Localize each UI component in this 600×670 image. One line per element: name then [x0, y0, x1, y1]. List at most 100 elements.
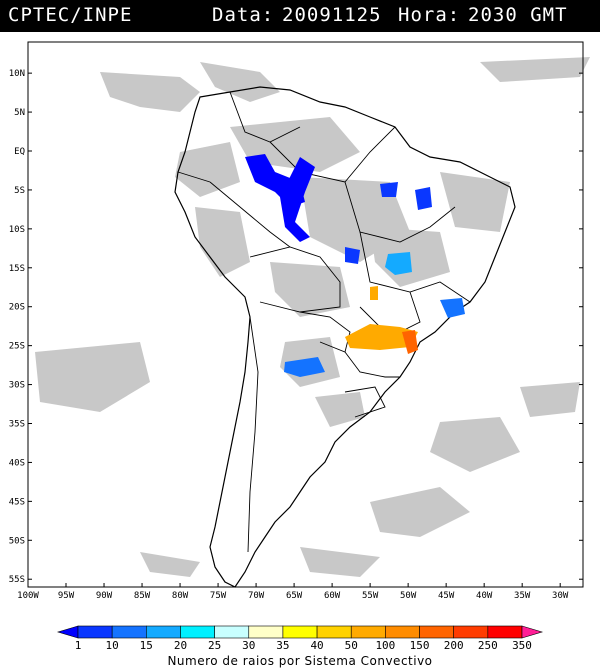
cloud-bolivia — [270, 262, 350, 317]
border-ecuador — [177, 171, 211, 183]
colorbar-label: 350 — [512, 639, 532, 652]
border-paraguay — [299, 311, 351, 353]
system-parana — [345, 324, 418, 350]
colorbar-label: 50 — [345, 639, 358, 652]
border-chile-argentina — [247, 316, 259, 553]
cloud-atlantic-east — [520, 382, 580, 417]
border-brazil-states-1 — [344, 181, 456, 243]
lon-label: 95W — [58, 591, 75, 601]
map-frame — [27, 41, 584, 588]
colorbar-cell — [180, 625, 215, 639]
lat-label: 10S — [9, 225, 25, 235]
colorbar-cell — [350, 625, 386, 639]
lat-label: 5N — [14, 108, 25, 118]
lat-label: 20S — [9, 303, 25, 313]
lat-label: 30S — [9, 381, 25, 391]
colorbar-labels: 1 10 15 20 25 30 35 40 50 100 150 200 250 350 — [75, 639, 532, 652]
cloud-colombia — [175, 142, 240, 197]
colorbar-cell — [316, 625, 352, 639]
cloud-venezuela — [200, 62, 280, 102]
system-sp-coast — [440, 298, 465, 318]
date-value: 20091125 — [282, 4, 382, 26]
lightning-map: 10N5NEQ5S10S15S20S25S30S35S40S45S50S55S … — [0, 32, 600, 607]
time-value: 2030 GMT — [468, 4, 568, 26]
lon-label: 85W — [134, 591, 151, 601]
system-argentina — [284, 357, 325, 377]
cloud-patagonia — [300, 547, 380, 577]
lat-label: 15S — [9, 264, 25, 274]
colorbar-label: 200 — [444, 639, 464, 652]
lat-label: 45S — [9, 497, 25, 507]
system-bahia — [415, 187, 432, 210]
longitude-axis: 100W 95W 90W 85W 80W 75W 70W 65W 60W 55W 50W 45W 40W… — [17, 583, 569, 601]
border-colombia-venezuela — [229, 91, 301, 143]
cloud-caribbean — [100, 72, 200, 112]
border-peru-brazil — [209, 181, 291, 248]
colorbar-cell — [453, 625, 489, 639]
lon-label: 90W — [96, 591, 113, 601]
lat-label: EQ — [14, 147, 25, 157]
map-background — [0, 32, 600, 607]
colorbar-title: Numero de raios por Sistema Convectivo — [167, 654, 433, 668]
lon-label: 100W — [17, 591, 39, 601]
time-label: Hora: — [398, 4, 461, 26]
colorbar-cell — [487, 625, 523, 639]
cloud-pacific — [35, 342, 150, 412]
convective-systems — [245, 154, 465, 377]
colorbar-cell-max — [521, 625, 544, 639]
system-amazon-central — [280, 157, 315, 242]
colorbar-label: 150 — [410, 639, 430, 652]
colorbar-cell — [385, 625, 420, 639]
colorbar-label: 1 — [75, 639, 82, 652]
lat-label: 55S — [9, 575, 25, 585]
lon-label: 45W — [438, 591, 455, 601]
satellite-cloud-layer — [35, 57, 590, 577]
lat-label: 50S — [9, 536, 25, 546]
cloud-uruguay — [315, 392, 365, 427]
lon-label: 50W — [400, 591, 417, 601]
colorbar: 1 10 15 20 25 30 35 40 50 100 150 200 250 350 — [56, 625, 544, 652]
lat-label: 5S — [14, 186, 25, 196]
colorbar-cell — [77, 625, 113, 639]
lat-label: 35S — [9, 420, 25, 430]
map-header: CPTEC/INPE Data: 20091125 Hora: 2030 GMT — [0, 0, 600, 32]
continent-outline — [174, 86, 516, 588]
colorbar-cell — [419, 625, 454, 639]
lon-label: 30W — [552, 591, 569, 601]
lon-label: 60W — [324, 591, 341, 601]
lat-label: 10N — [9, 69, 25, 79]
border-argentina-brazil — [344, 351, 400, 378]
colorbar-label: 100 — [375, 639, 395, 652]
colorbar-label: 15 — [140, 639, 153, 652]
system-minas — [370, 286, 378, 300]
colorbar-cell — [146, 625, 181, 639]
cloud-east-coast — [440, 172, 510, 232]
lon-label: 40W — [476, 591, 493, 601]
colorbar-cell — [248, 625, 284, 639]
lon-label: 70W — [248, 591, 265, 601]
latitude-axis: 10N 5N EQ 5S 10S 15S 20S 25S 30S 35S 40S 45S 50S 55S — [9, 69, 583, 585]
lon-label: 55W — [362, 591, 379, 601]
source-label: CPTEC/INPE — [8, 4, 133, 26]
colorbar-label: 10 — [106, 639, 119, 652]
lon-label: 35W — [514, 591, 531, 601]
cloud-cape-horn — [140, 552, 200, 577]
colorbar-cell-min — [56, 625, 79, 639]
colorbar-label: 40 — [310, 639, 323, 652]
lat-label: 40S — [9, 458, 25, 468]
system-santa-catarina — [402, 330, 418, 354]
lon-label: 65W — [286, 591, 303, 601]
colorbar-label: 25 — [208, 639, 221, 652]
cloud-atlantic-south-2 — [370, 487, 470, 537]
colorbar-label: 20 — [174, 639, 187, 652]
system-bahia-2 — [380, 182, 398, 197]
lon-label: 80W — [172, 591, 189, 601]
lat-label: 25S — [9, 342, 25, 352]
colorbar-label: 35 — [276, 639, 289, 652]
colorbar-label: 30 — [242, 639, 255, 652]
border-uruguay — [344, 386, 386, 418]
cloud-peru — [195, 207, 250, 277]
colorbar-cell — [111, 625, 147, 639]
cloud-atlantic-south-1 — [430, 417, 520, 472]
colorbar-label: 250 — [478, 639, 498, 652]
